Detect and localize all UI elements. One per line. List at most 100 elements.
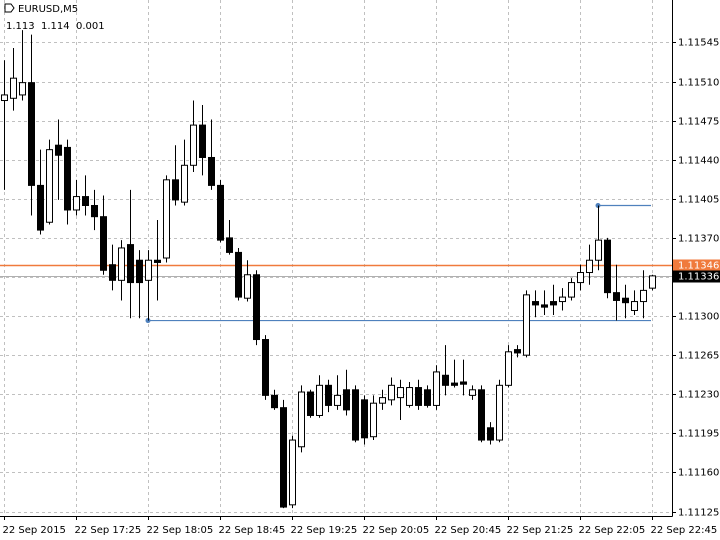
- candle-body: [640, 289, 647, 303]
- y-tick-label: 1.11195: [678, 429, 719, 440]
- y-tick-label: 1.11405: [678, 195, 719, 206]
- candle-body: [559, 296, 566, 303]
- y-tick-label: 1.11265: [678, 351, 719, 362]
- candle-body: [28, 82, 35, 186]
- candle-body: [433, 371, 440, 406]
- candle-body: [388, 384, 395, 401]
- candle-body: [487, 427, 494, 441]
- x-tick-label: 22 Sep 22:45: [651, 525, 718, 536]
- y-tick-label: 1.11440: [678, 156, 719, 167]
- candle-body: [442, 374, 449, 386]
- x-tick-label: 22 Sep 21:25: [507, 525, 574, 536]
- candle-body: [217, 184, 224, 241]
- x-tick-label: 22 Sep 20:45: [435, 525, 502, 536]
- candle-body: [361, 399, 368, 439]
- y-tick-label: 1.11160: [678, 468, 719, 479]
- candle-body: [100, 216, 107, 271]
- candle-body: [262, 339, 269, 396]
- y-tick-label: 1.11510: [678, 78, 719, 89]
- y-tick-label: 1.11545: [678, 38, 719, 49]
- candle-body: [469, 389, 476, 396]
- candle-body: [604, 239, 611, 294]
- candle-body: [505, 351, 512, 386]
- candle-body: [55, 144, 62, 156]
- candles: [1, 30, 656, 509]
- candle-body: [397, 387, 404, 399]
- candle-body: [622, 297, 629, 304]
- candle-body: [649, 275, 656, 289]
- candle-body: [343, 389, 350, 411]
- x-tick-label: 22 Sep 20:05: [363, 525, 430, 536]
- candle-body: [577, 272, 584, 284]
- y-tick-label: 1.11370: [678, 234, 719, 245]
- candle-body: [334, 394, 341, 406]
- axis-labels: 1.11125 1.11160 1.11195 1.11230 1.11265 1.113…: [3, 38, 720, 536]
- x-tick-label: 22 Sep 22:05: [579, 525, 646, 536]
- candle-body: [91, 205, 98, 218]
- chart-title: EURUSD,M5: [18, 4, 78, 15]
- candle-body: [460, 381, 467, 385]
- price-label-bg: [673, 270, 720, 283]
- candle-body: [307, 391, 314, 416]
- candle-body: [316, 384, 323, 416]
- candle-body: [451, 382, 458, 386]
- y-tick-label: 1.11300: [678, 312, 719, 323]
- candle-body: [226, 237, 233, 253]
- candle-body: [190, 124, 197, 166]
- candle-body: [298, 391, 305, 448]
- candle-body: [10, 77, 17, 99]
- candle-body: [496, 384, 503, 441]
- x-tick-label: 22 Sep 2015: [3, 525, 66, 536]
- candle-body: [613, 292, 620, 301]
- candle-body: [415, 387, 422, 406]
- candle-body: [136, 259, 143, 284]
- candle-body: [379, 397, 386, 404]
- candle-body: [46, 149, 53, 223]
- candle-body: [631, 301, 638, 311]
- candle-body: [244, 274, 251, 299]
- candle-body: [127, 244, 134, 284]
- candle-body: [181, 164, 188, 203]
- candle-body: [1, 94, 8, 102]
- candle-body: [271, 394, 278, 409]
- candle-body: [586, 259, 593, 274]
- x-tick-label: 22 Sep 18:45: [219, 525, 286, 536]
- y-tick-label: 1.11125: [678, 508, 719, 519]
- candle-body: [532, 301, 539, 306]
- candle-body: [280, 407, 287, 508]
- price-label: 1.11346: [678, 261, 719, 272]
- candle-body: [424, 389, 431, 406]
- price-label: 1.11336: [678, 272, 719, 283]
- candle-body: [514, 349, 521, 354]
- candle-body: [289, 439, 296, 506]
- candle-body: [208, 156, 215, 186]
- candle-body: [325, 384, 332, 406]
- candle-body: [82, 196, 89, 207]
- candle-body: [550, 301, 557, 306]
- grid: [0, 0, 672, 516]
- candle-body: [118, 247, 125, 281]
- candle-body: [19, 82, 26, 96]
- symbol-icon: [4, 3, 15, 13]
- chart-subtitle: 1.113 1.114 0.001: [6, 21, 105, 32]
- candle-body: [253, 274, 260, 341]
- candle-body: [568, 282, 575, 298]
- candle-body: [523, 294, 530, 356]
- candle-body: [406, 387, 413, 406]
- candle-body: [145, 259, 152, 281]
- candle-body: [154, 259, 161, 263]
- price-label-bg: [673, 259, 720, 272]
- candle-body: [352, 389, 359, 441]
- candle-body: [199, 124, 206, 158]
- y-tick-label: 1.11475: [678, 117, 719, 128]
- candle-body: [235, 251, 242, 298]
- x-tick-label: 22 Sep 17:25: [75, 525, 142, 536]
- candle-body: [64, 146, 71, 211]
- y-tick-label: 1.11230: [678, 390, 719, 401]
- candle-body: [163, 179, 170, 259]
- x-tick-label: 22 Sep 19:25: [291, 525, 358, 536]
- candle-body: [370, 402, 377, 438]
- candle-body: [37, 184, 44, 231]
